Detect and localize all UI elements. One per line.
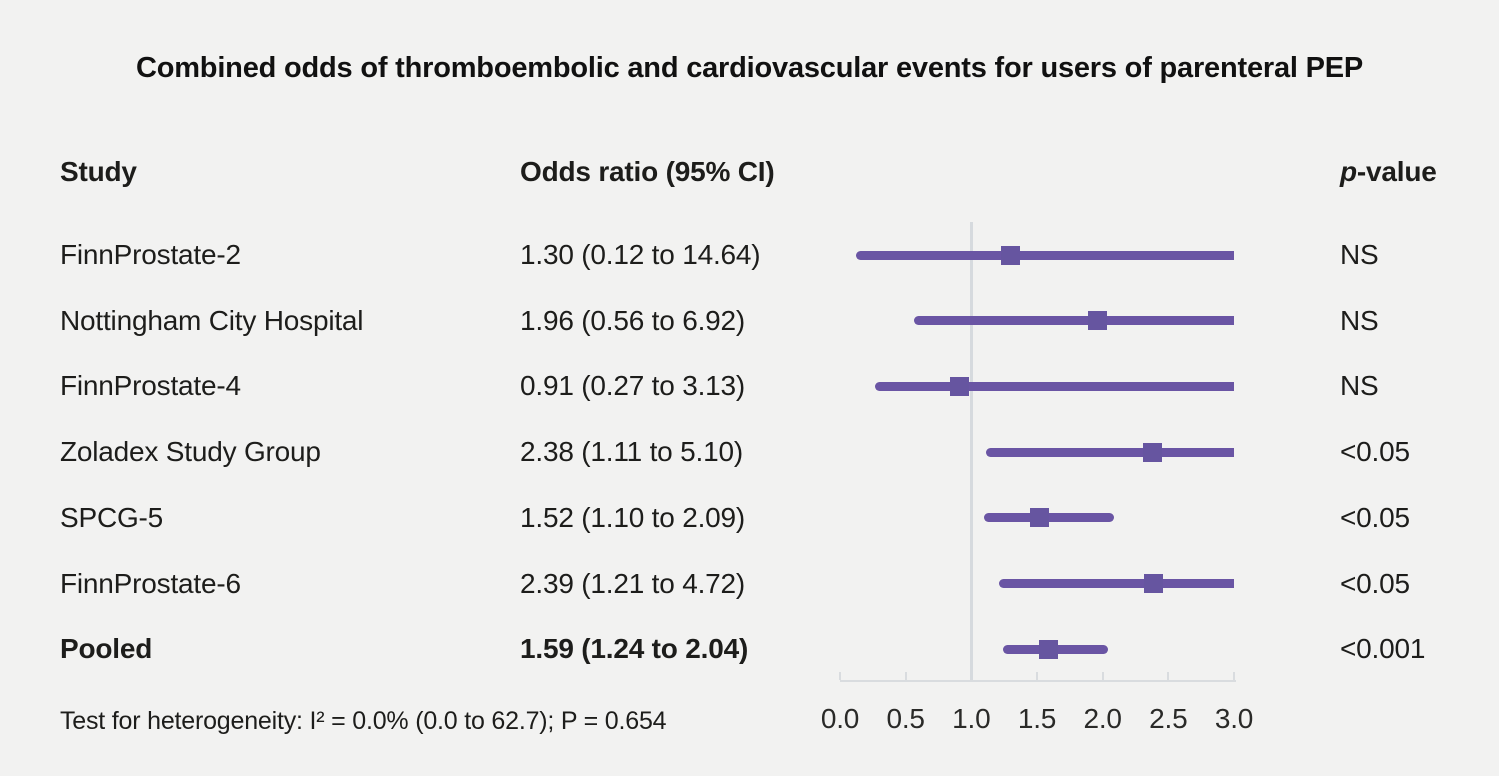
x-axis-tick-label: 1.5 (1017, 703, 1057, 734)
odds-ratio-label: 1.30 (0.12 to 14.64) (520, 239, 761, 270)
study-label: Zoladex Study Group (60, 436, 321, 468)
ci-line (855, 250, 1234, 260)
x-axis-tick (1233, 672, 1235, 680)
p-value-header-italic-p: p (1340, 156, 1357, 187)
x-axis-tick-label: 2.0 (1083, 703, 1122, 734)
ci-line (985, 447, 1234, 457)
point-estimate-marker (1144, 574, 1164, 593)
point-estimate-marker (950, 376, 969, 396)
odds-ratio-label: 1.96 (0.56 to 6.92) (520, 304, 746, 336)
odds-ratio-label: 1.59 (1.24 to 2.04) (520, 633, 749, 665)
p-value-label: <0.05 (1340, 567, 1410, 599)
p-value-header-rest: -value (1356, 156, 1437, 187)
odds-ratio-label: 1.52 (1.10 to 2.09) (520, 501, 746, 533)
point-estimate-marker (1143, 442, 1163, 462)
column-header-study: Study (60, 156, 137, 187)
odds-ratio-label: 2.39 (1.21 to 4.72) (520, 567, 746, 599)
point-estimate-marker (1001, 245, 1021, 265)
ci-line (998, 579, 1234, 588)
x-axis-tick-label: 0.5 (886, 703, 925, 734)
x-axis-tick (904, 672, 907, 680)
x-axis-tick-label: 2.5 (1149, 703, 1188, 734)
ci-line (984, 513, 1115, 523)
x-axis-tick-label: 3.0 (1214, 703, 1254, 734)
ci-line (913, 316, 1234, 326)
column-header-odds-ratio: Odds ratio (95% CI) (520, 156, 775, 187)
study-label: FinnProstate-2 (60, 239, 241, 270)
column-header-p-value: p-value (1340, 155, 1437, 189)
x-axis-line (840, 680, 1236, 682)
point-estimate-marker (1087, 311, 1107, 331)
x-axis-tick (1167, 672, 1170, 680)
p-value-label: <0.05 (1340, 501, 1410, 533)
point-estimate-marker (1030, 508, 1050, 528)
p-value-label: NS (1340, 370, 1379, 402)
study-label: FinnProstate-4 (60, 370, 241, 402)
p-value-label: <0.05 (1340, 436, 1410, 468)
study-label: Pooled (60, 633, 153, 665)
x-axis-tick (839, 672, 841, 680)
chart-title: Combined odds of thromboembolic and card… (135, 52, 1364, 84)
odds-ratio-label: 0.91 (0.27 to 3.13) (520, 370, 746, 402)
ci-line (875, 381, 1234, 391)
odds-ratio-label: 2.38 (1.11 to 5.10) (520, 436, 743, 468)
x-axis-tick-label: 0.0 (820, 703, 860, 734)
x-axis-tick-label: 1.0 (952, 703, 991, 734)
p-value-label: <0.001 (1340, 633, 1426, 665)
x-axis-tick (1036, 672, 1038, 680)
p-value-label: NS (1340, 239, 1379, 270)
p-value-label: NS (1340, 304, 1379, 336)
study-label: FinnProstate-6 (60, 567, 241, 599)
x-axis-tick (1101, 672, 1104, 680)
point-estimate-marker (1039, 639, 1059, 659)
reference-line (969, 222, 973, 682)
study-label: Nottingham City Hospital (60, 304, 364, 336)
study-label: SPCG-5 (60, 501, 164, 533)
heterogeneity-note: Test for heterogeneity: I² = 0.0% (0.0 t… (60, 707, 667, 735)
